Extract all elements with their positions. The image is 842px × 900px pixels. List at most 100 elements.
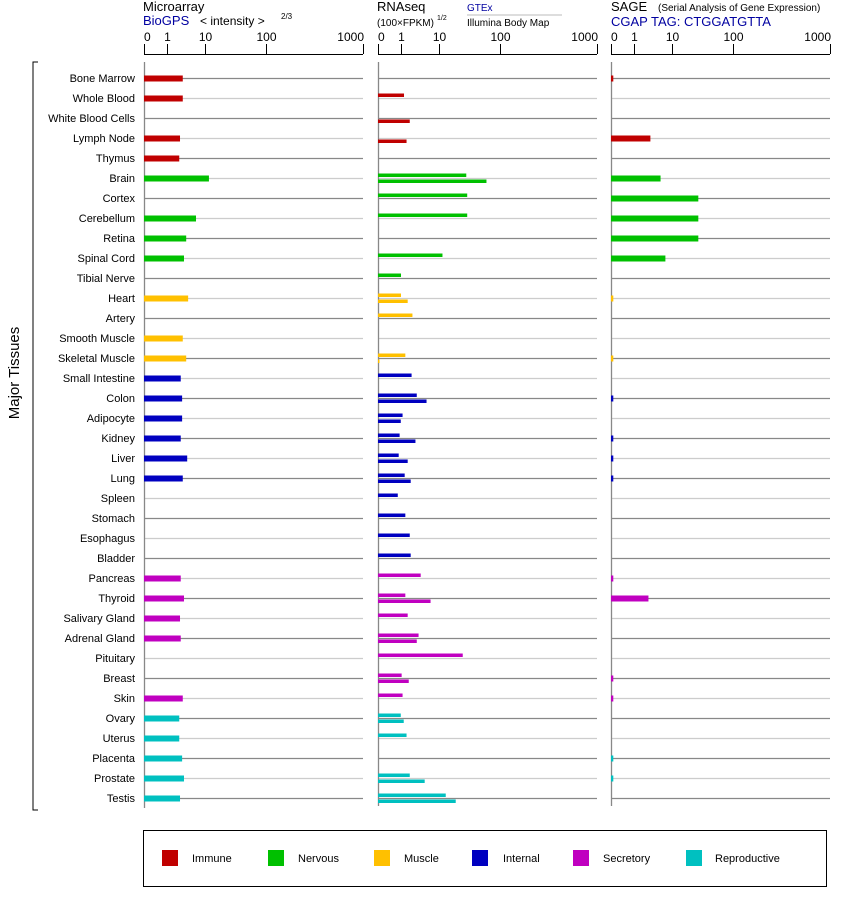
bar-sage-prostate[interactable] [611, 775, 614, 782]
bar-rnaseq-testis[interactable] [378, 793, 446, 798]
bar-rnaseq-ovary[interactable] [378, 719, 404, 724]
bar-microarray-kidney[interactable] [144, 435, 181, 442]
bar-microarray-bone-marrow[interactable] [144, 75, 183, 82]
bar-microarray-thyroid[interactable] [144, 595, 184, 602]
bar-rnaseq-adrenal-gland[interactable] [378, 633, 419, 638]
bar-microarray-lymph-node[interactable] [144, 135, 181, 142]
bar-rnaseq-heart[interactable] [378, 299, 408, 304]
bar-rnaseq-colon[interactable] [378, 399, 427, 404]
bar-microarray-smooth-muscle[interactable] [144, 335, 183, 342]
bar-rnaseq-prostate[interactable] [378, 773, 410, 778]
bar-sage-brain[interactable] [611, 175, 661, 182]
bar-rnaseq-stomach[interactable] [378, 513, 406, 518]
bar-rnaseq-lung[interactable] [378, 473, 405, 478]
bar-rnaseq-liver[interactable] [378, 453, 399, 458]
bar-rnaseq-cerebellum[interactable] [378, 213, 468, 218]
bar-rnaseq-spinal-cord[interactable] [378, 253, 443, 258]
bar-microarray-placenta[interactable] [144, 755, 183, 762]
bar-rnaseq-esophagus[interactable] [378, 533, 410, 538]
tissue-label: Breast [103, 673, 135, 685]
bar-rnaseq-testis[interactable] [378, 799, 456, 804]
bar-rnaseq-whole-blood[interactable] [378, 93, 405, 98]
bar-rnaseq-spleen[interactable] [378, 493, 398, 498]
bar-microarray-pancreas[interactable] [144, 575, 181, 582]
bar-sage-lymph-node[interactable] [611, 135, 651, 142]
bar-rnaseq-cortex[interactable] [378, 193, 468, 198]
bar-sage-heart[interactable] [611, 295, 614, 302]
bar-microarray-spinal-cord[interactable] [144, 255, 184, 262]
bar-rnaseq-adipocyte[interactable] [378, 419, 401, 424]
bar-sage-kidney[interactable] [611, 435, 614, 442]
bar-sage-liver[interactable] [611, 455, 614, 462]
bar-microarray-skin[interactable] [144, 695, 183, 702]
bar-microarray-prostate[interactable] [144, 775, 184, 782]
bar-rnaseq-brain[interactable] [378, 173, 467, 178]
bar-rnaseq-thyroid[interactable] [378, 593, 406, 598]
bar-microarray-adrenal-gland[interactable] [144, 635, 181, 642]
bar-microarray-cerebellum[interactable] [144, 215, 197, 222]
bar-rnaseq-colon[interactable] [378, 393, 417, 398]
bar-microarray-thymus[interactable] [144, 155, 180, 162]
bar-microarray-heart[interactable] [144, 295, 189, 302]
bar-rnaseq-small-intestine[interactable] [378, 373, 412, 378]
bar-microarray-brain[interactable] [144, 175, 209, 182]
gtex-link[interactable]: GTEx [467, 3, 493, 14]
bar-rnaseq-tibial-nerve[interactable] [378, 273, 401, 278]
legend-label-muscle: Muscle [404, 853, 439, 865]
bar-rnaseq-adipocyte[interactable] [378, 413, 403, 418]
bar-rnaseq-lung[interactable] [378, 479, 411, 484]
bar-rnaseq-uterus[interactable] [378, 733, 407, 738]
bar-rnaseq-salivary-gland[interactable] [378, 613, 408, 618]
bar-rnaseq-breast[interactable] [378, 679, 409, 684]
bar-rnaseq-heart[interactable] [378, 293, 401, 298]
bar-sage-retina[interactable] [611, 235, 699, 242]
bar-rnaseq-pituitary[interactable] [378, 653, 463, 658]
bar-rnaseq-thyroid[interactable] [378, 599, 431, 604]
bar-microarray-testis[interactable] [144, 795, 181, 802]
bar-sage-cerebellum[interactable] [611, 215, 699, 222]
legend-swatch-nervous [268, 850, 284, 866]
bar-microarray-liver[interactable] [144, 455, 188, 462]
tissue-bracket [32, 61, 38, 811]
cgap-tag-link[interactable]: CGAP TAG: CTGGATGTTA [611, 14, 771, 29]
bar-rnaseq-breast[interactable] [378, 673, 402, 678]
legend-swatch-internal [472, 850, 488, 866]
bar-microarray-colon[interactable] [144, 395, 183, 402]
bar-sage-spinal-cord[interactable] [611, 255, 666, 262]
bar-microarray-skeletal-muscle[interactable] [144, 355, 187, 362]
bar-microarray-lung[interactable] [144, 475, 183, 482]
bar-rnaseq-adrenal-gland[interactable] [378, 639, 417, 644]
bar-microarray-uterus[interactable] [144, 735, 180, 742]
bar-sage-pancreas[interactable] [611, 575, 614, 582]
bar-sage-breast[interactable] [611, 675, 614, 682]
bar-rnaseq-skeletal-muscle[interactable] [378, 353, 406, 358]
bar-rnaseq-brain[interactable] [378, 179, 487, 184]
bar-sage-colon[interactable] [611, 395, 614, 402]
bar-rnaseq-skin[interactable] [378, 693, 403, 698]
bar-sage-bone-marrow[interactable] [611, 75, 614, 82]
biogps-link[interactable]: BioGPS [143, 13, 190, 28]
bar-rnaseq-artery[interactable] [378, 313, 413, 318]
bar-sage-thyroid[interactable] [611, 595, 649, 602]
bar-microarray-small-intestine[interactable] [144, 375, 181, 382]
bar-rnaseq-kidney[interactable] [378, 433, 400, 438]
bar-sage-cortex[interactable] [611, 195, 699, 202]
bar-rnaseq-kidney[interactable] [378, 439, 416, 444]
bar-microarray-whole-blood[interactable] [144, 95, 183, 102]
bar-microarray-salivary-gland[interactable] [144, 615, 181, 622]
bar-sage-skeletal-muscle[interactable] [611, 355, 614, 362]
bar-rnaseq-bladder[interactable] [378, 553, 411, 558]
bar-rnaseq-ovary[interactable] [378, 713, 401, 718]
bar-sage-lung[interactable] [611, 475, 614, 482]
bar-sage-placenta[interactable] [611, 755, 614, 762]
bar-microarray-retina[interactable] [144, 235, 187, 242]
bar-rnaseq-prostate[interactable] [378, 779, 425, 784]
bar-microarray-ovary[interactable] [144, 715, 180, 722]
bar-rnaseq-liver[interactable] [378, 459, 408, 464]
bar-rnaseq-lymph-node[interactable] [378, 139, 407, 144]
bar-rnaseq-white-blood-cells[interactable] [378, 119, 410, 124]
bar-rnaseq-skeletal-muscle[interactable] [378, 359, 380, 364]
bar-rnaseq-pancreas[interactable] [378, 573, 421, 578]
bar-sage-skin[interactable] [611, 695, 614, 702]
bar-microarray-adipocyte[interactable] [144, 415, 183, 422]
